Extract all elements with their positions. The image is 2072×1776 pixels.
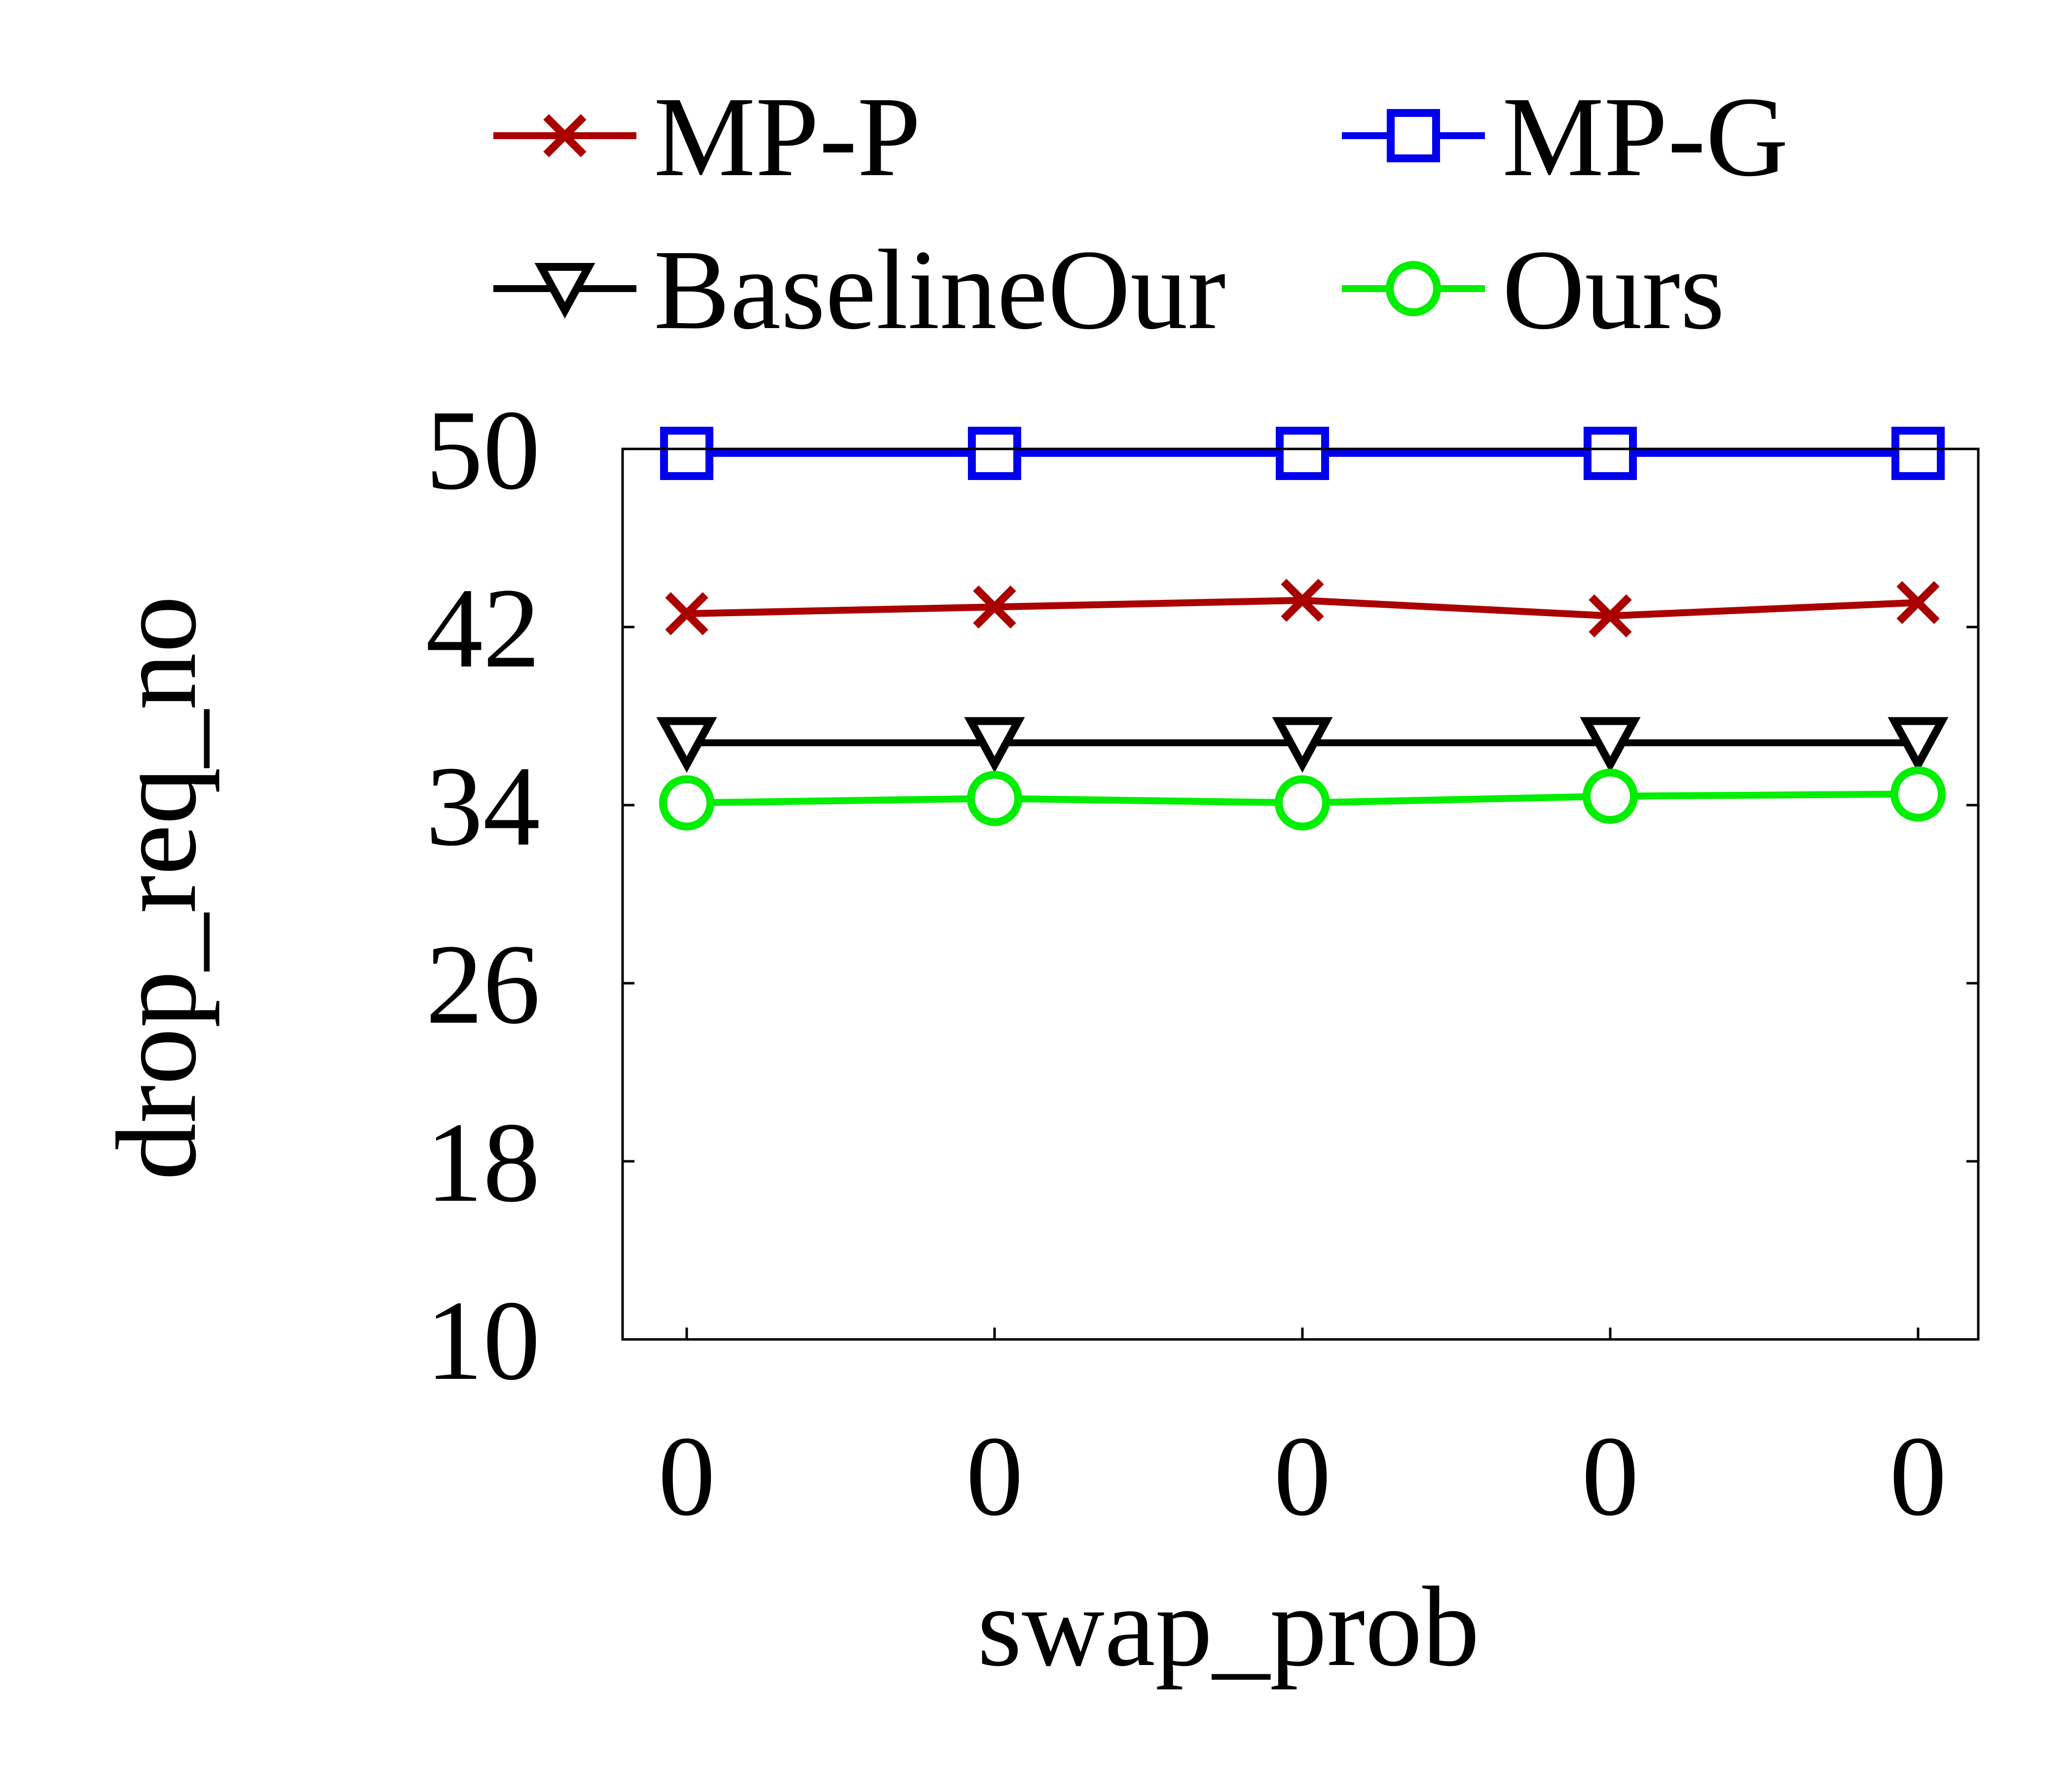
y-axis-label: drop_req_no	[93, 595, 220, 1181]
y-tick-label: 42	[426, 565, 540, 692]
data-point-MP-P-3-stroke-2	[1281, 579, 1324, 622]
x-axis: 0 0 0 0 0	[658, 1328, 1947, 1540]
data-point-MP-G-1	[660, 427, 713, 481]
legend-item-MP-P: MP-P	[493, 74, 921, 200]
legend-label-MP-G: MP-G	[1502, 74, 1788, 200]
data-point-MP-P-5-stroke-2	[1896, 581, 1940, 625]
y-tick-label: 26	[426, 921, 540, 1048]
legend-label-Ours: Ours	[1502, 226, 1725, 353]
legend-marker-Ours	[1386, 261, 1441, 316]
x-tick-label: 0	[966, 1413, 1023, 1540]
data-point-Ours-4	[1583, 768, 1638, 824]
legend-marker-BaselineOur	[534, 263, 595, 319]
data-point-BaselineOur-1	[656, 717, 717, 773]
x-tick-label: 0	[1582, 1413, 1639, 1540]
y-tick-label: 34	[426, 743, 540, 870]
legend-label-BaselineOur: BaselineOur	[654, 226, 1226, 353]
data-point-Ours-1	[659, 775, 714, 831]
data-point-Ours-3	[1275, 775, 1330, 831]
data-point-BaselineOur-5	[1887, 717, 1949, 773]
data-point-Ours-2	[967, 771, 1022, 826]
y-tick-label: 10	[426, 1277, 540, 1404]
y-tick-label: 18	[426, 1099, 540, 1226]
x-tick-label: 0	[658, 1413, 715, 1540]
y-axis: 10 18 26 34 42 50	[426, 387, 1978, 1404]
plot-frame	[621, 447, 1980, 1341]
data-point-Ours-5	[1890, 766, 1946, 822]
data-point-MP-G-5	[1891, 427, 1945, 481]
data-point-BaselineOur-3	[1272, 717, 1333, 773]
legend-item-MP-G: MP-G	[1342, 74, 1788, 200]
data-point-MP-P-4-stroke-2	[1589, 594, 1632, 638]
x-tick-label: 0	[1889, 1413, 1947, 1540]
data-point-MP-P-2-stroke-2	[973, 585, 1016, 629]
legend-marker-MP-G	[1387, 109, 1440, 162]
data-point-MP-P-5	[1896, 581, 1940, 625]
data-point-MP-G-2	[968, 427, 1021, 481]
data-point-BaselineOur-4	[1580, 717, 1641, 773]
data-point-MP-P-4	[1589, 594, 1632, 638]
x-axis-label: swap_prob	[977, 1563, 1480, 1690]
data-point-MP-P-1	[665, 592, 708, 635]
data-point-MP-G-3	[1276, 427, 1329, 481]
x-tick-label: 0	[1274, 1413, 1331, 1540]
legend-label-MP-P: MP-P	[654, 74, 921, 200]
legend-marker-MP-P-stroke-2	[543, 114, 587, 157]
legend-item-BaselineOur: BaselineOur	[493, 226, 1226, 353]
legend-marker-MP-P	[543, 114, 587, 157]
legend-item-Ours: Ours	[1342, 226, 1725, 353]
data-point-MP-P-1-stroke-2	[665, 592, 708, 635]
legend: MP-P MP-G BaselineOur Ours	[493, 74, 1788, 353]
data-point-MP-P-2	[973, 585, 1016, 629]
data-point-MP-P-3	[1281, 579, 1324, 622]
data-point-MP-G-4	[1584, 427, 1637, 481]
y-tick-label: 50	[426, 387, 540, 514]
plot-area	[621, 427, 1980, 1341]
data-point-BaselineOur-2	[964, 717, 1025, 773]
